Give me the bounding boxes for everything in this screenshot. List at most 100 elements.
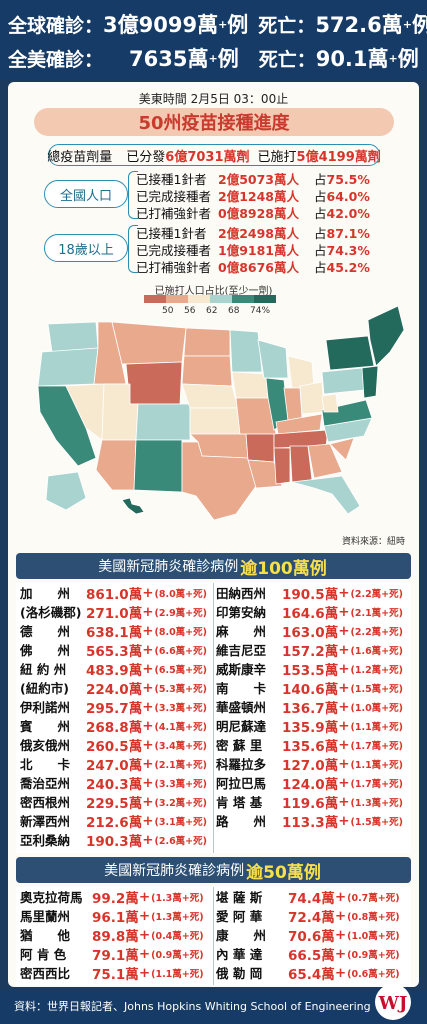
plus-sup: + (338, 793, 350, 810)
stat-label: 已打補強針者 (136, 260, 212, 275)
death-count: (1.2萬+死) (350, 664, 403, 676)
top-banner: 全球確診： 3億9099萬 + 例 死亡： 572.6萬 + 例 全美確診： 7635萬… (0, 0, 427, 80)
map-region-colorado (135, 403, 191, 441)
state-name: 密 蘇 里 (216, 738, 263, 753)
case-row: 德 州 638.1萬 + (8.0萬+死) (20, 621, 215, 641)
death-count: (2.2萬+死) (350, 626, 403, 638)
stat-row: 已接種1針者 2億2498萬人 占87.1% (136, 223, 386, 241)
legend-tick: 62 (206, 306, 218, 316)
case-row: 田納西州 190.5萬 + (2.2萬+死) (216, 583, 411, 603)
plus-sup: + (138, 888, 151, 905)
map-region-new-mexico (133, 439, 183, 493)
legend-tick: 74% (250, 306, 271, 316)
administered-label: 已施打 (257, 149, 297, 165)
case-count-cell: 153.5萬 + (1.2萬+死) (282, 659, 403, 679)
case-count: 72.4萬 (288, 909, 335, 926)
stat-row: 已完成接種者 1億9181萬人 占74.3% (136, 240, 386, 258)
vaccine-title-bar: 50州疫苗接種進度 (34, 108, 394, 136)
section-title-prefix: 美國新冠肺炎確診病例 (104, 863, 245, 879)
plus-sup: + (142, 660, 154, 677)
death-count: (3.3萬+死) (154, 778, 207, 790)
death-count: (2.2萬+死) (350, 588, 403, 600)
death-count: (1.6萬+死) (350, 645, 403, 657)
case-row: 北 卡 247.0萬 + (2.1萬+死) (20, 754, 215, 774)
case-row: 路 州 113.3萬 + (1.5萬+死) (216, 811, 411, 831)
state-name: 南 卡 (216, 681, 267, 696)
plus-sup: + (218, 17, 228, 31)
stat-pct: 42.0% (326, 206, 370, 221)
death-count: (3.1萬+死) (154, 816, 207, 828)
state-name: 猶 他 (20, 928, 71, 943)
death-count: (0.8萬+死) (347, 911, 400, 923)
map-source: 資料來源：紐時 (341, 537, 405, 547)
case-count: 113.3萬 (282, 814, 339, 831)
case-count-cell: 124.0萬 + (1.7萬+死) (282, 773, 403, 793)
plus-sup: + (334, 926, 347, 943)
footer: 資料：世界日報記者、Johns Hopkins Whiting School o… (0, 984, 427, 1024)
state-name: 麻 州 (216, 624, 267, 639)
state-name: 紐 約 州 (20, 662, 67, 677)
state-name: 印第安納 (216, 605, 267, 620)
plus-sup: + (142, 698, 154, 715)
unit-suffix: 例 (411, 13, 427, 37)
case-count: 260.5萬 (86, 738, 143, 755)
section-title-prefix: 美國新冠肺炎確診病例 (98, 559, 239, 575)
vaccine-title: 50州疫苗接種進度 (138, 113, 290, 134)
case-count: 70.6萬 (288, 928, 335, 945)
state-name: 密西根州 (20, 795, 71, 810)
case-count: 99.2萬 (92, 890, 139, 907)
cases-table-over-500k: 奧克拉荷馬 99.2萬 + (1.3萬+死) 馬里蘭州 96.1萬 + (1.3萬+死) 猶 他… (16, 887, 411, 985)
global-cases-value: 3億9099萬 (103, 13, 219, 37)
map-region-alaska (45, 471, 87, 511)
table-divider (213, 583, 214, 853)
case-count-cell: 66.5萬 + (0.9萬+死) (288, 944, 400, 964)
stat-value: 0億8676萬人 (218, 260, 299, 275)
us-stats-line: 全美確診： 7635萬 + 例 死亡： 90.1萬 + 例 (8, 40, 419, 76)
case-count-cell: 565.3萬 + (6.6萬+死) (86, 640, 207, 660)
death-count: (2.9萬+死) (154, 607, 207, 619)
case-count: 247.0萬 (86, 757, 143, 774)
case-count: 164.6萬 (282, 605, 339, 622)
case-row: 亞利桑納 190.3萬 + (2.6萬+死) (20, 830, 215, 850)
map-region-wisconsin (257, 339, 289, 379)
case-count-cell: 113.3萬 + (1.5萬+死) (282, 811, 403, 831)
cases-table-over-1m: 加 州 861.0萬 + (8.0萬+死) (洛杉磯郡) 271.0萬 + (2.9萬+死) 德… (16, 583, 411, 853)
stat-label: 已完成接種者 (136, 189, 212, 204)
stat-value: 2億1248萬人 (218, 189, 299, 204)
legend-tick: 56 (184, 306, 196, 316)
state-name: 康 州 (216, 928, 267, 943)
plus-sup: + (142, 679, 154, 696)
map-region-iowa (231, 371, 269, 399)
case-count-cell: 140.6萬 + (1.5萬+死) (282, 678, 403, 698)
state-name: 阿拉巴馬 (216, 776, 267, 791)
map-region-minnesota (229, 329, 263, 373)
plus-sup: + (388, 51, 398, 65)
map-region-florida (291, 475, 361, 515)
death-count: (1.5萬+死) (350, 683, 403, 695)
death-count: (1.0萬+死) (350, 702, 403, 714)
case-row: 南 卡 140.6萬 + (1.5萬+死) (216, 678, 411, 698)
case-row: 新澤西州 212.6萬 + (3.1萬+死) (20, 811, 215, 831)
case-count-cell: 72.4萬 + (0.8萬+死) (288, 906, 400, 926)
state-name: 北 卡 (20, 757, 71, 772)
case-count: 89.8萬 (92, 928, 139, 945)
death-count: (2.1萬+死) (350, 607, 403, 619)
case-count: 157.2萬 (282, 643, 339, 660)
state-name: 科羅拉多 (216, 757, 267, 772)
death-count: (0.6萬+死) (347, 968, 400, 980)
stat-row: 已接種1針者 2億5073萬人 占75.5% (136, 169, 386, 187)
case-count: 79.1萬 (92, 947, 139, 964)
timestamp: 美東時間 2月5日 03：00止 (138, 92, 289, 106)
case-row: (洛杉磯郡) 271.0萬 + (2.9萬+死) (20, 602, 215, 622)
death-count: (1.3萬+死) (151, 911, 204, 923)
case-count-cell: 70.6萬 + (1.0萬+死) (288, 925, 400, 945)
plus-sup: + (338, 603, 350, 620)
us-cases-value: 7635萬 (129, 47, 209, 71)
stat-value: 0億8928萬人 (218, 206, 299, 221)
state-name: 愛 阿 華 (216, 909, 263, 924)
state-name: 佛 州 (20, 643, 71, 658)
state-name: 奧克拉荷馬 (20, 890, 83, 905)
group-bracket (128, 171, 138, 219)
case-count: 163.0萬 (282, 624, 339, 641)
case-row: 康 州 70.6萬 + (1.0萬+死) (216, 925, 411, 945)
